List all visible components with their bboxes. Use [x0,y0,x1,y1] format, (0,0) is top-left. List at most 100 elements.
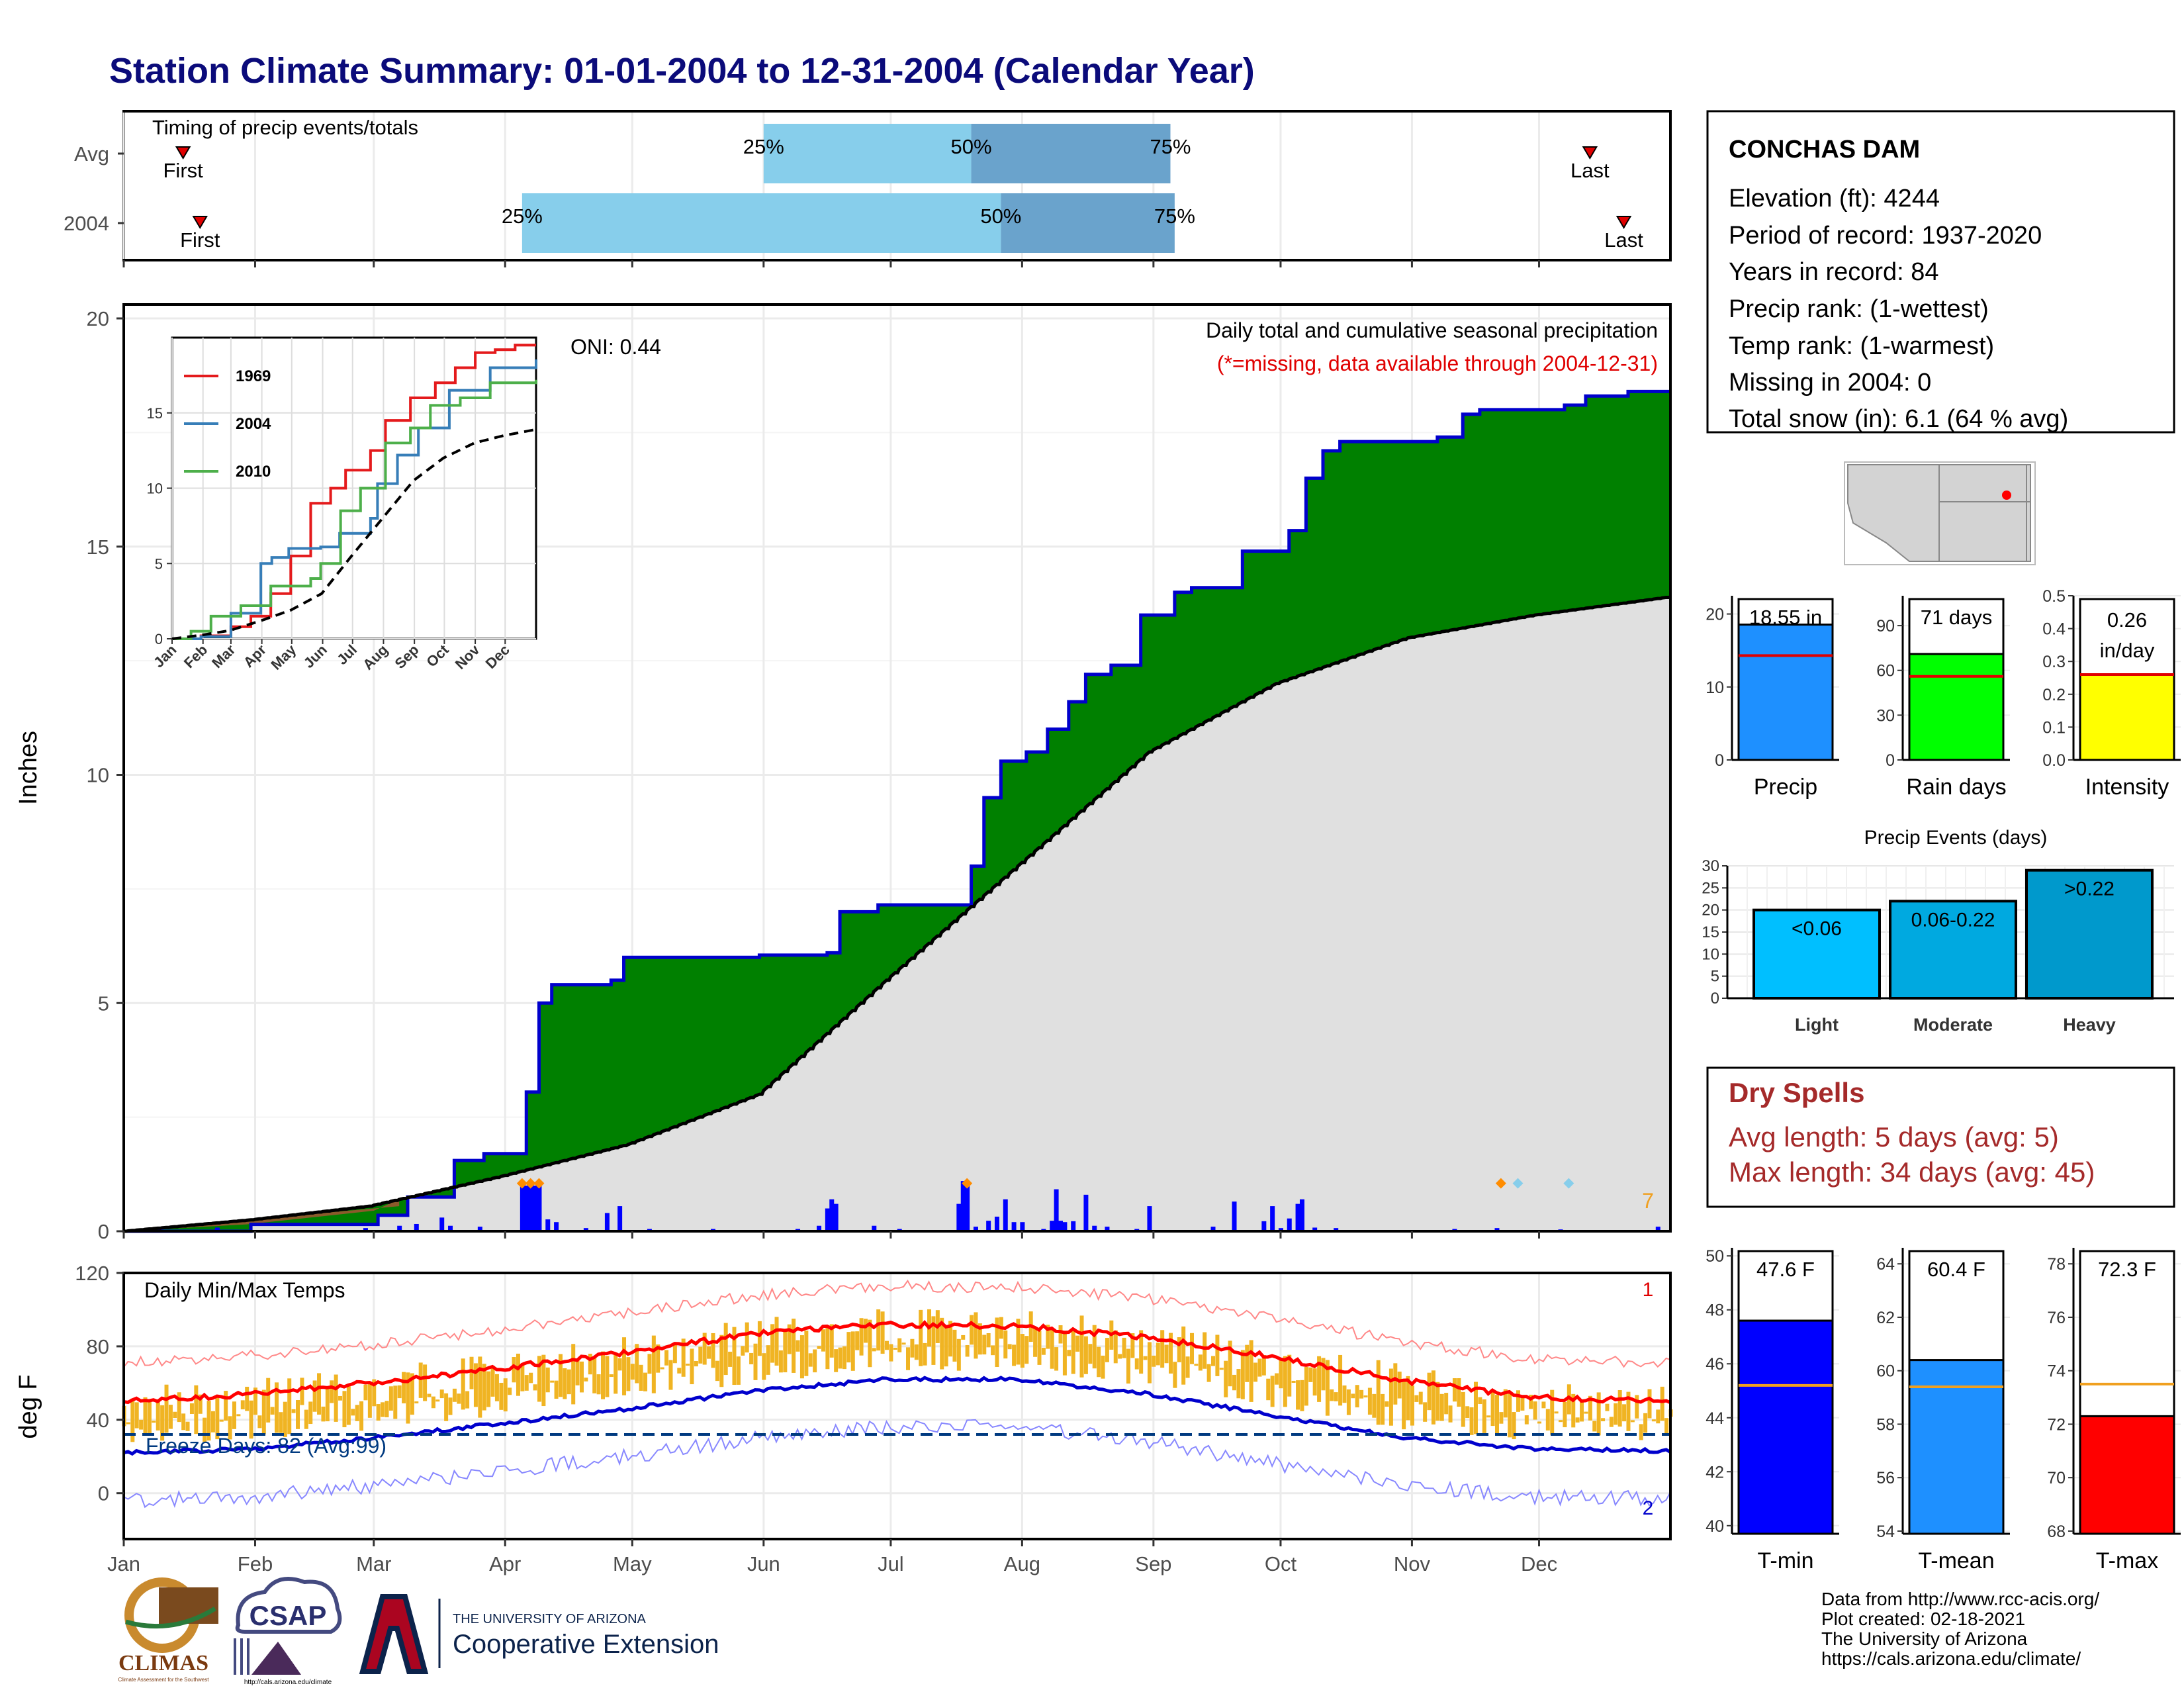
daily-precip-bar [965,1186,970,1231]
daily-temp-bar [1457,1378,1461,1407]
daily-temp-bar [1122,1337,1126,1358]
summary-value-label: 71 days [1921,606,1993,629]
daily-temp-bar [1550,1389,1555,1435]
daily-temp-bar [296,1399,300,1429]
daily-temp-bar [435,1399,440,1402]
daily-temp-bar [1596,1392,1601,1436]
daily-temp-bar [1559,1420,1563,1423]
summary-ytick-label: 0.2 [2042,686,2066,704]
summary-value-bar [1908,653,2005,761]
timing-last-label: Last [1604,228,1643,252]
daily-temp-bar [1508,1393,1512,1438]
daily-temp-bar [579,1361,584,1393]
cumulative-2004-line [124,389,1670,1233]
daily-temp-bar [1402,1380,1406,1430]
dry-spells-max: Max length: 34 days (avg: 45) [1729,1156,2095,1188]
daily-temp-bar [1062,1331,1067,1376]
daily-temp-bar [283,1401,287,1437]
daily-temp-bar [359,1401,364,1431]
daily-temp-bar [554,1380,559,1399]
daily-temp-bar [545,1367,550,1393]
daily-temp-bar [808,1353,813,1367]
daily-temp-bar [452,1388,457,1402]
daily-temp-bar [334,1374,338,1422]
daily-temp-bar [601,1351,606,1399]
daily-temp-bar [402,1372,406,1404]
daily-precip-bar [1083,1194,1089,1231]
timing-first-label: First [180,228,220,252]
daily-temp-bar [1410,1385,1414,1426]
daily-temp-bar [880,1311,885,1354]
timing-last-marker [1615,216,1632,229]
daily-temp-bar [1312,1368,1317,1396]
daily-temp-bar [529,1372,533,1383]
daily-temp-bar [1215,1335,1220,1376]
daily-precip-bar [1054,1189,1059,1231]
daily-temp-bar [723,1323,728,1376]
daily-temp-bar [1152,1355,1156,1367]
daily-temp-bar [1490,1391,1495,1427]
daily-temp-bar [609,1374,614,1378]
climas-logo: CLIMAS Climate Assessment for the Southw… [118,1577,218,1683]
station-location-dot [2002,491,2011,500]
daily-temp-bar [482,1364,486,1411]
events-category-label: Heavy [2063,1015,2116,1035]
daily-precip-bar [986,1221,991,1231]
station-line: Total snow (in): 6.1 (64 % avg) [1729,405,2068,433]
daily-temp-bar [1393,1363,1398,1405]
inset-series-line [171,428,537,640]
daily-temp-bar [842,1346,846,1370]
csap-logo-url: http://cals.arizona.edu/climate [244,1679,332,1686]
daily-temp-bar [1206,1364,1211,1382]
daily-temp-bar [940,1317,944,1370]
daily-temp-bar [1414,1395,1419,1402]
precip-flag-marker [533,1178,545,1189]
timing-first-marker [192,216,208,229]
month-tick-label: Dec [1521,1552,1557,1575]
oni-label: ONI: 0.44 [570,335,661,359]
daily-temp-bar [168,1405,173,1429]
summary-ytick-label: 0 [1886,751,1895,770]
summary-ytick-label: 78 [2047,1255,2066,1274]
precip-ylabel: Inches [15,731,42,805]
daily-temp-bar [821,1329,825,1352]
daily-temp-bar [524,1375,529,1391]
avg-max-line [123,1319,1671,1405]
daily-temp-bar [486,1371,491,1407]
daily-temp-bar [745,1322,749,1353]
daily-temp-bar [1232,1374,1237,1391]
daily-precip-bar [960,1181,966,1231]
daily-temp-bar [1130,1333,1135,1358]
daily-precip-bar [617,1206,623,1231]
daily-precip-bar [956,1203,962,1231]
daily-temp-bar [1601,1418,1606,1422]
daily-temp-bar [1321,1358,1326,1391]
daily-temp-bar [1156,1342,1160,1366]
timing-p25-label: 25% [743,135,784,158]
station-frame [1706,110,2175,434]
inset-legend-label: 2004 [236,415,271,433]
daily-temp-bar [448,1397,453,1415]
daily-temp-bar [1617,1390,1622,1427]
daily-temp-bar [1185,1356,1190,1378]
daily-temp-bar [978,1323,982,1355]
summary-ytick-label: 68 [2047,1523,2066,1541]
summary-ytick-label: 70 [2047,1469,2066,1487]
daily-temp-bar [139,1419,144,1430]
daily-temp-bar [1478,1397,1482,1405]
daily-temp-bar [304,1409,308,1429]
daily-temp-bar [694,1360,698,1367]
avg-min-line [123,1376,1672,1456]
precip-flag-marker [962,1178,973,1189]
daily-temp-bar [1147,1342,1152,1383]
daily-temp-bar [614,1352,618,1394]
daily-temp-bar [261,1389,266,1434]
average-cumulative-line [124,595,1671,1233]
precip-main-label: Daily total and cumulative seasonal prec… [1206,318,1658,342]
daily-precip-bar [1147,1206,1152,1231]
dry-spells-box: Dry Spells Avg length: 5 days (avg: 5) M… [1706,1066,2175,1208]
summary-ytick-label: 56 [1876,1469,1895,1487]
summary-value-label: 47.6 F [1756,1258,1815,1281]
summary-bar-title: Intensity [2085,774,2169,800]
precip-missing-label: (*=missing, data available through 2004-… [1217,352,1658,375]
